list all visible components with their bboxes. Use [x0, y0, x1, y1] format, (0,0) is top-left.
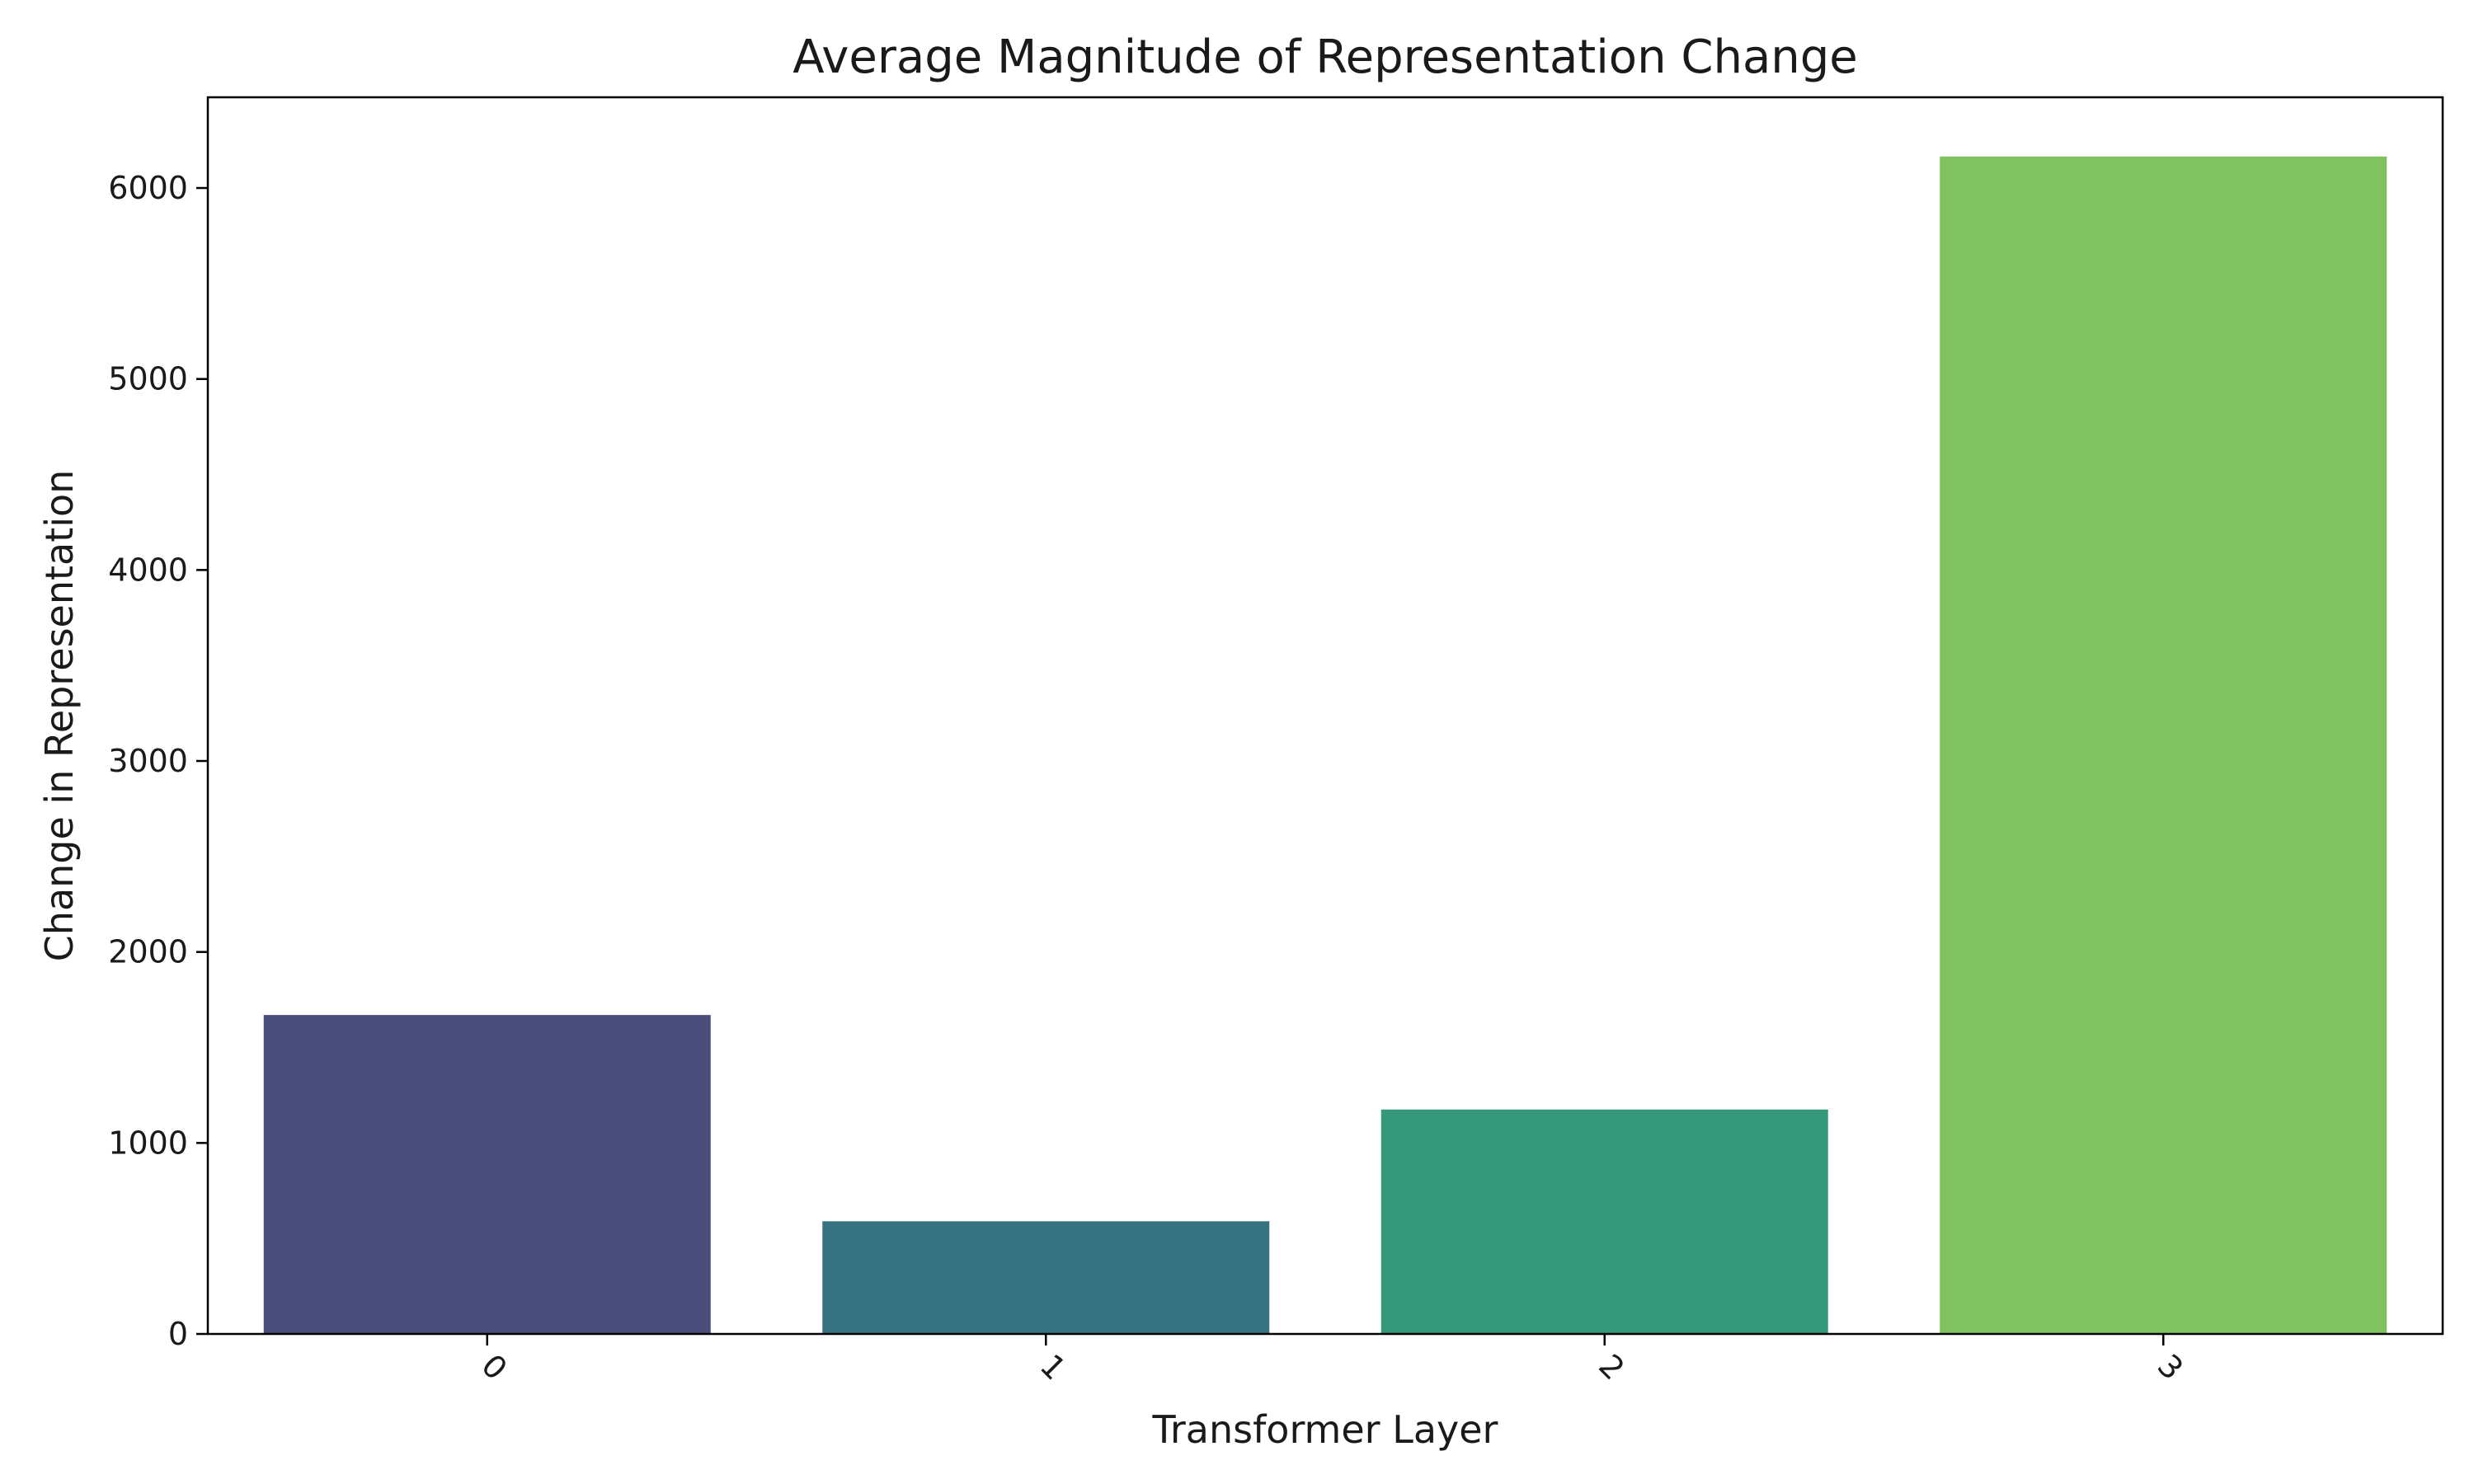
chart-title: Average Magnitude of Representation Chan… — [793, 31, 1858, 84]
bar-layer-3 — [1940, 156, 2387, 1334]
y-axis-label: Change in Representation — [37, 470, 82, 962]
bar-layer-0 — [263, 1015, 711, 1334]
x-tick-label: 3 — [2151, 1347, 2190, 1387]
y-axis-ticks: 0 1000 2000 3000 4000 5000 6000 — [108, 170, 208, 1352]
y-tick-label: 4000 — [108, 552, 188, 588]
x-axis-label: Transformer Layer — [1152, 1407, 1498, 1452]
x-axis-ticks: 0 1 2 3 — [474, 1334, 2190, 1387]
x-tick-label: 1 — [1033, 1347, 1073, 1387]
y-tick-label: 5000 — [108, 361, 188, 397]
x-tick-label: 2 — [1592, 1347, 1631, 1387]
y-tick-label: 6000 — [108, 170, 188, 206]
bar-layer-2 — [1380, 1109, 1828, 1334]
y-tick-label: 0 — [168, 1316, 188, 1352]
axes-frame — [206, 96, 2444, 1336]
bar-layer-1 — [822, 1221, 1270, 1334]
y-tick-label: 2000 — [108, 934, 188, 970]
x-tick-label: 0 — [474, 1347, 514, 1387]
y-tick-label: 1000 — [108, 1125, 188, 1161]
y-tick-label: 3000 — [108, 743, 188, 779]
plot-area — [263, 156, 2387, 1334]
